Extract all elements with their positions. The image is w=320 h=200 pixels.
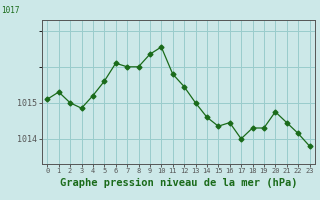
X-axis label: Graphe pression niveau de la mer (hPa): Graphe pression niveau de la mer (hPa) [60,178,297,188]
Text: 1017: 1017 [2,6,20,15]
